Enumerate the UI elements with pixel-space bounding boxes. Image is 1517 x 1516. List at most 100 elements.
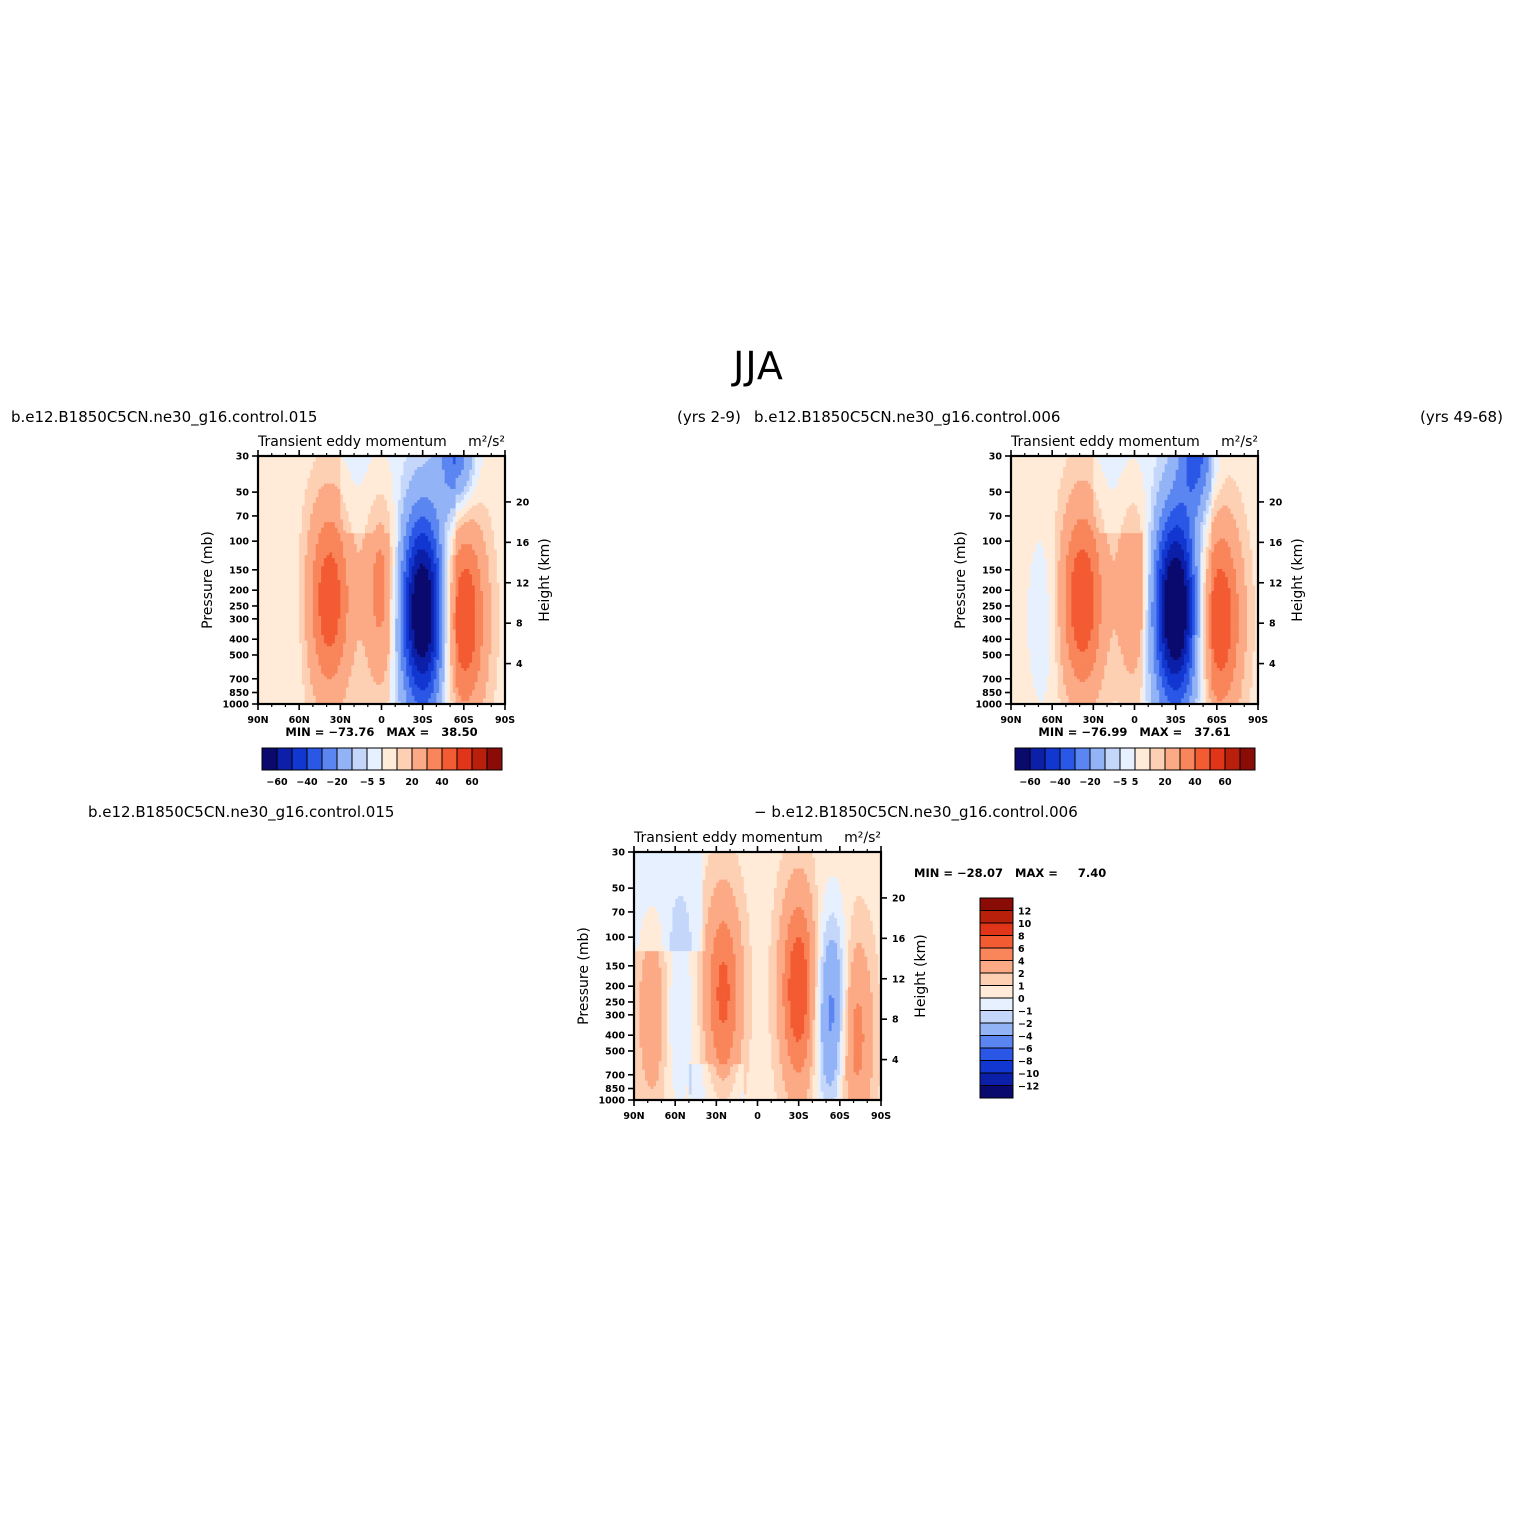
heatmap-cell <box>502 577 505 581</box>
heatmap-cell <box>296 549 300 553</box>
heatmap-cell <box>463 563 467 567</box>
heatmap-cell <box>436 478 440 482</box>
heatmap-cell <box>444 527 448 531</box>
heatmap-cell <box>359 472 363 476</box>
heatmap-cell <box>491 596 495 600</box>
heatmap-cell <box>389 519 393 523</box>
heatmap-cell <box>315 585 319 589</box>
heatmap-cell <box>477 563 481 567</box>
heatmap-cell <box>397 585 402 589</box>
heatmap-cell <box>466 577 470 581</box>
heatmap-cell <box>417 464 421 468</box>
heatmap-cell <box>293 475 297 479</box>
heatmap-cell <box>365 568 369 573</box>
heatmap-cell <box>483 585 487 589</box>
heatmap-cell <box>392 549 396 553</box>
heatmap-cell <box>293 555 297 559</box>
heatmap-cell <box>323 478 328 482</box>
heatmap-cell <box>367 472 371 476</box>
heatmap-cell <box>381 511 385 515</box>
heatmap-cell <box>285 475 289 479</box>
heatmap-cell <box>304 519 308 523</box>
heatmap-cell <box>315 582 319 586</box>
heatmap-cell <box>414 555 418 559</box>
heatmap-cell <box>290 516 295 520</box>
heatmap-cell <box>274 549 278 553</box>
heatmap-cell <box>329 593 333 597</box>
heatmap-cell <box>483 580 487 584</box>
heatmap-cell <box>395 524 399 529</box>
heatmap-cell <box>428 544 432 548</box>
heatmap-cell <box>499 549 503 553</box>
heatmap-cell <box>499 480 503 484</box>
heatmap-cell <box>271 502 275 506</box>
heatmap-cell <box>411 541 415 545</box>
heatmap-cell <box>334 555 338 559</box>
heatmap-cell <box>343 475 347 479</box>
heatmap-cell <box>452 483 456 487</box>
heatmap-cell <box>304 560 308 564</box>
heatmap-cell <box>436 593 440 597</box>
heatmap-cell <box>392 505 396 509</box>
heatmap-cell <box>425 508 429 512</box>
heatmap-cell <box>279 566 284 570</box>
heatmap-cell <box>488 467 492 471</box>
heatmap-cell <box>450 530 454 534</box>
heatmap-cell <box>345 535 349 540</box>
heatmap-cell <box>323 574 328 578</box>
heatmap-cell <box>354 513 358 518</box>
heatmap-cell <box>447 489 451 493</box>
heatmap-cell <box>496 513 500 518</box>
heatmap-cell <box>395 538 399 542</box>
heatmap-cell <box>477 478 481 482</box>
heatmap-cell <box>452 557 456 562</box>
heatmap-cell <box>488 497 492 501</box>
heatmap-cell <box>337 571 341 575</box>
heatmap-cell <box>334 544 338 548</box>
heatmap-cell <box>274 524 278 529</box>
heatmap-cell <box>285 568 289 573</box>
heatmap-cell <box>477 538 481 542</box>
heatmap-cell <box>444 560 448 564</box>
heatmap-cell <box>491 489 495 493</box>
heatmap-cell <box>376 604 380 608</box>
heatmap-cell <box>433 505 437 509</box>
heatmap-cell <box>348 461 352 465</box>
heatmap-cell <box>370 530 374 534</box>
heatmap-cell <box>496 557 500 562</box>
heatmap-cell <box>400 505 404 509</box>
heatmap-cell <box>293 464 297 468</box>
heatmap-cell <box>414 580 418 584</box>
heatmap-cell <box>310 546 314 551</box>
heatmap-cell <box>386 557 391 562</box>
heatmap-cell <box>315 530 319 534</box>
heatmap-cell <box>334 541 338 545</box>
heatmap-cell <box>397 480 402 484</box>
heatmap-cell <box>301 604 306 608</box>
heatmap-cell <box>263 549 267 553</box>
heatmap-cell <box>299 508 303 512</box>
heatmap-cell <box>337 574 341 578</box>
heatmap-cell <box>290 535 295 540</box>
heatmap-cell <box>271 511 275 515</box>
heatmap-cell <box>271 489 275 493</box>
heatmap-cell <box>351 524 355 529</box>
heatmap-cell <box>285 596 289 600</box>
heatmap-cell <box>395 456 399 460</box>
heatmap-cell <box>447 602 451 606</box>
heatmap-cell <box>499 511 503 515</box>
heatmap-cell <box>365 522 369 526</box>
heatmap-cell <box>406 552 410 556</box>
heatmap-cell <box>329 599 333 603</box>
heatmap-cell <box>485 555 489 559</box>
heatmap-cell <box>447 502 451 506</box>
heatmap-cell <box>458 535 462 540</box>
heatmap-cell <box>299 557 303 562</box>
heatmap-cell <box>422 516 426 520</box>
heatmap-cell <box>433 478 437 482</box>
panel-1: 3050701001502002503004005007008501000481… <box>200 434 553 788</box>
heatmap-cell <box>466 557 470 562</box>
heatmap-cell <box>293 574 297 578</box>
heatmap-cell <box>439 566 443 570</box>
heatmap-cell <box>271 467 275 471</box>
